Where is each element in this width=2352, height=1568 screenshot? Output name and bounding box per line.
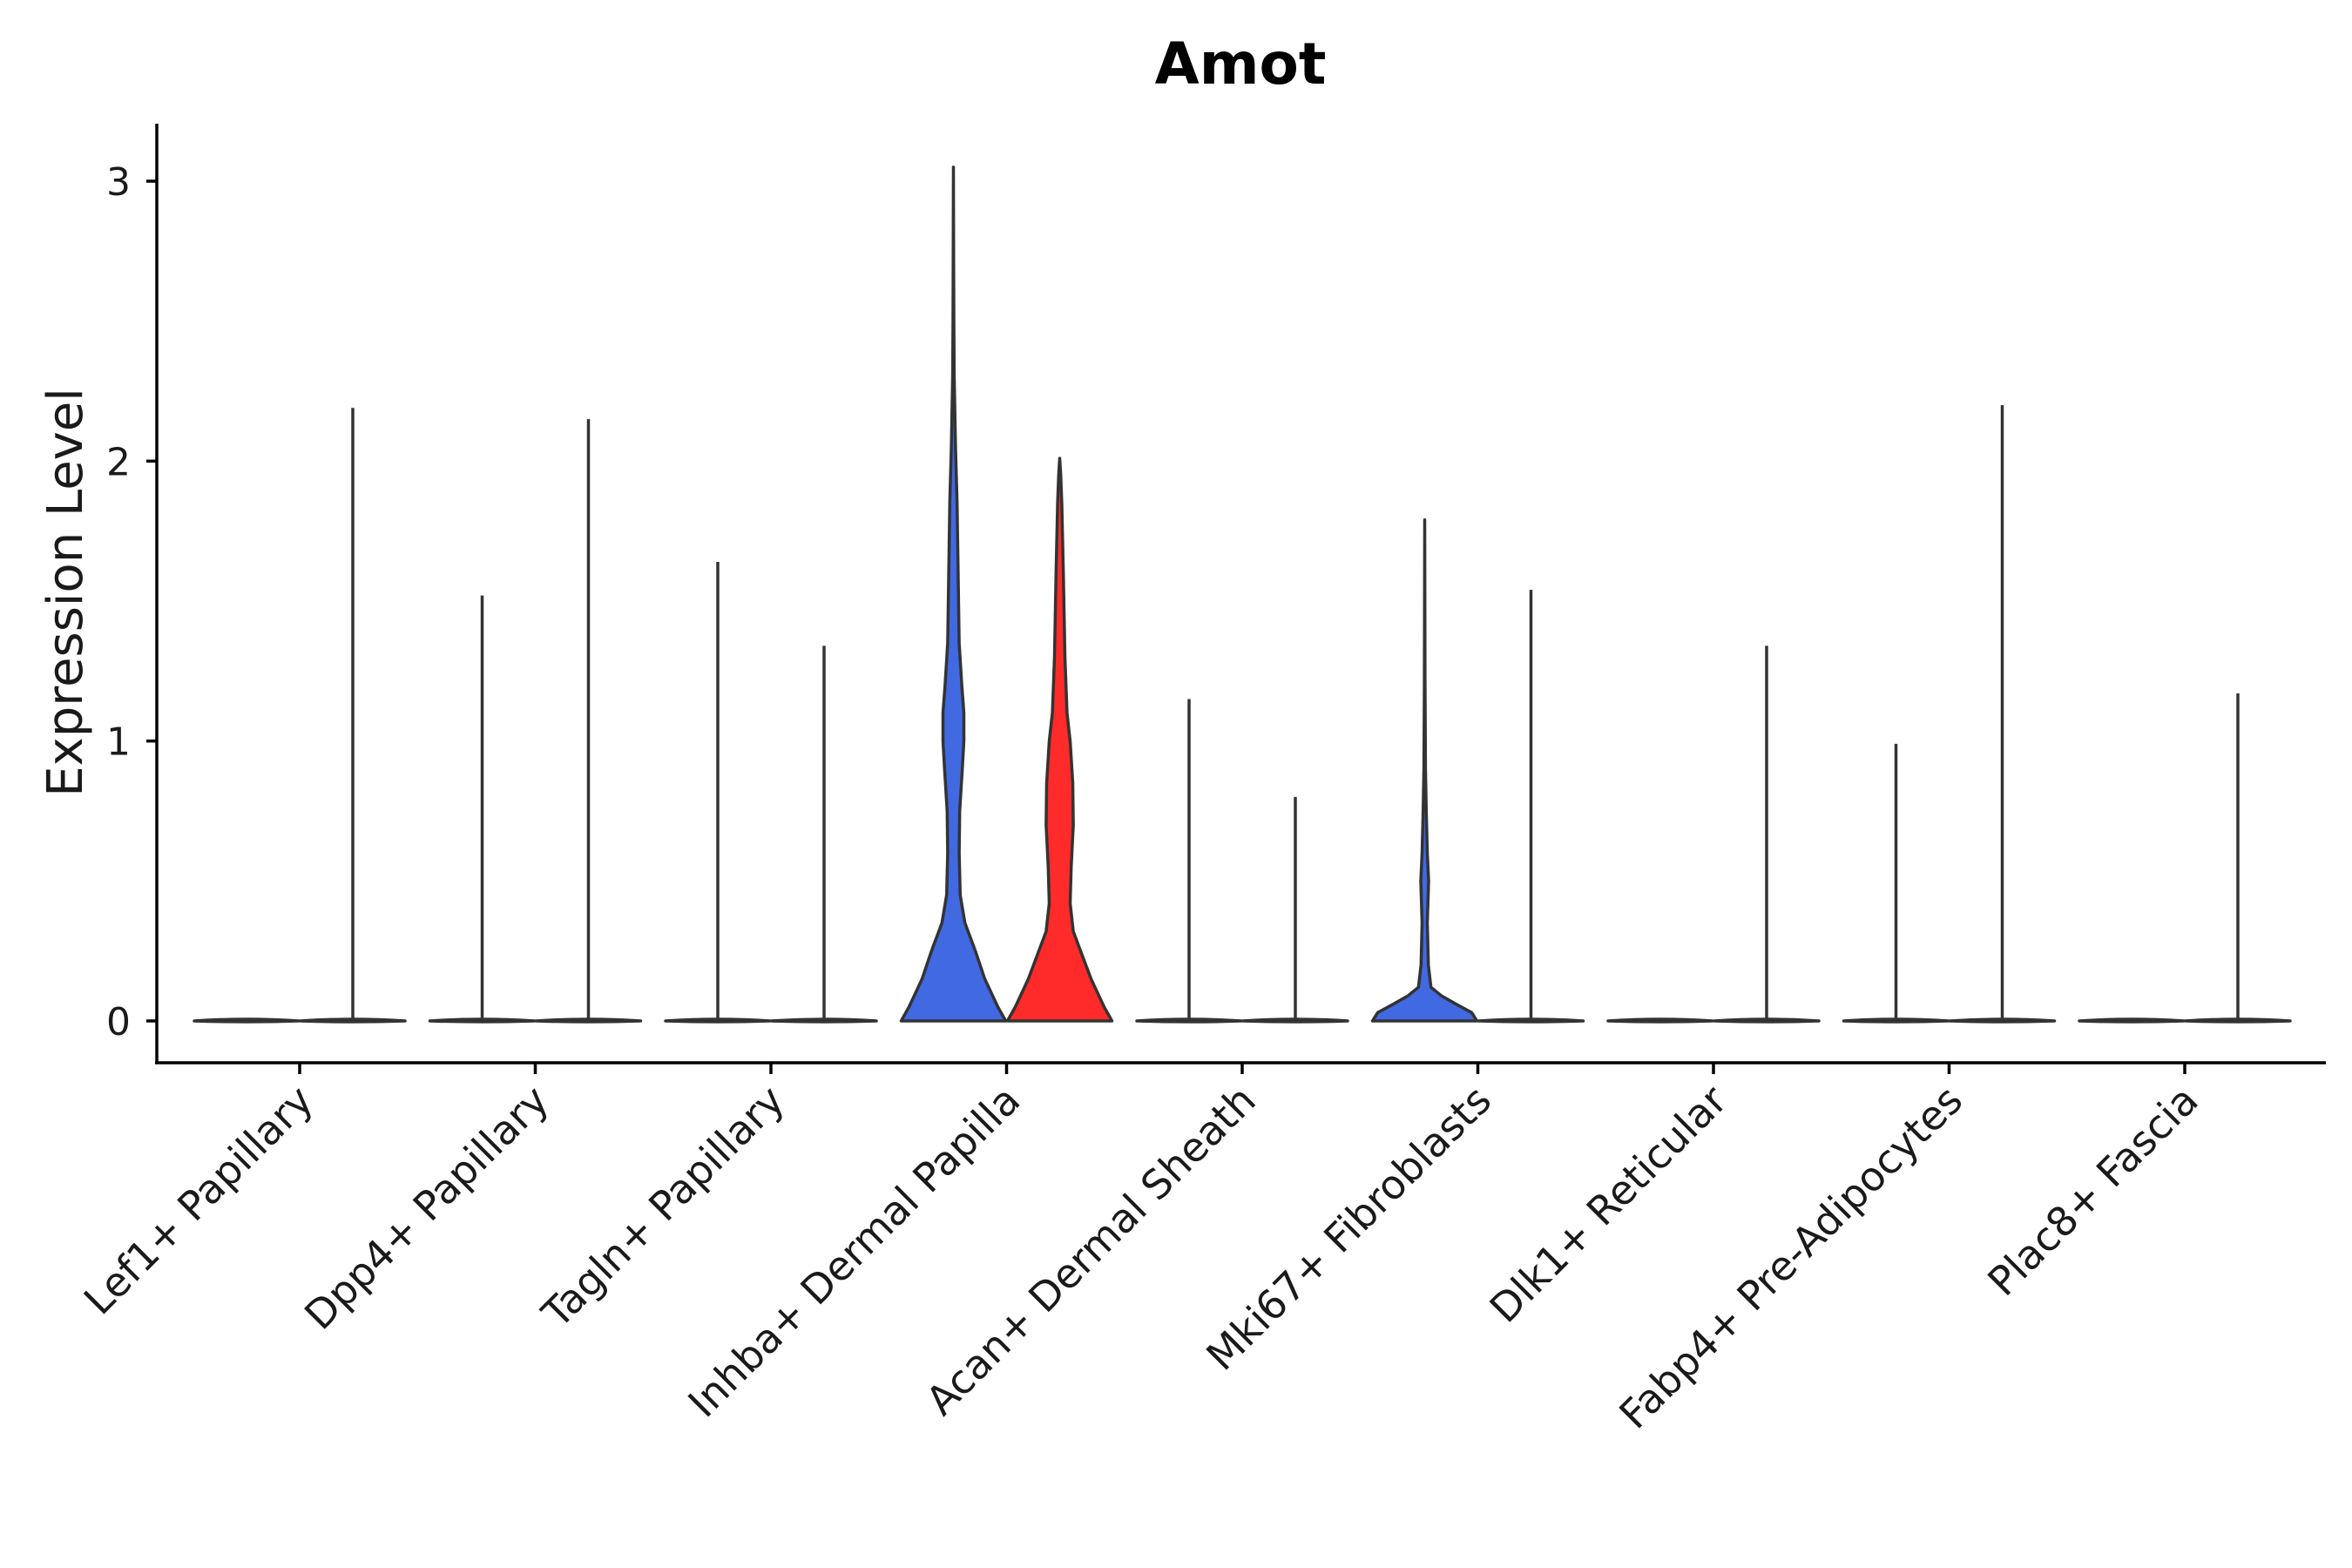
chart-title: Amot <box>1155 30 1327 98</box>
violin-flat <box>1477 590 1585 1024</box>
x-tick-label: Dlk1+ Reticular <box>1481 1077 1736 1332</box>
plot-area <box>193 166 2292 1024</box>
x-tick-label: Tagln+ Papillary <box>532 1077 794 1338</box>
violin-flat <box>534 419 643 1024</box>
violin-flat <box>299 408 407 1024</box>
violin-base <box>1606 1017 1714 1024</box>
violin-base <box>193 1017 301 1024</box>
y-tick-label: 2 <box>106 440 131 484</box>
violin-flat <box>193 1017 301 1024</box>
x-tick-label: Dpp4+ Papillary <box>295 1077 558 1339</box>
violin-flat <box>2078 1017 2186 1024</box>
violin-flat <box>1713 645 1821 1024</box>
violin-flat <box>1948 405 2057 1024</box>
violin-base <box>2078 1017 2186 1024</box>
violin-group1 <box>899 166 1008 1023</box>
violin-flat <box>1135 699 1243 1024</box>
violin-flat <box>2184 693 2292 1024</box>
y-ticks: 0 1 2 3 <box>106 160 157 1044</box>
x-tick-label: Plac8+ Fascia <box>1978 1077 2207 1305</box>
violin-flat <box>1241 796 1349 1024</box>
violin-flat <box>1606 1017 1714 1024</box>
y-axis-label: Expression Level <box>37 388 94 797</box>
violin-flat <box>770 645 878 1024</box>
y-tick-label: 1 <box>106 720 131 765</box>
violin-flat <box>428 595 537 1024</box>
violin-group2 <box>1005 456 1114 1023</box>
violin-flat <box>1842 743 1950 1024</box>
y-tick-label: 0 <box>106 1000 131 1044</box>
violin-group1 <box>1370 518 1479 1023</box>
x-tick-label: Lef1+ Papillary <box>75 1077 322 1324</box>
y-tick-label: 3 <box>106 160 131 205</box>
violin-flat <box>664 562 772 1024</box>
